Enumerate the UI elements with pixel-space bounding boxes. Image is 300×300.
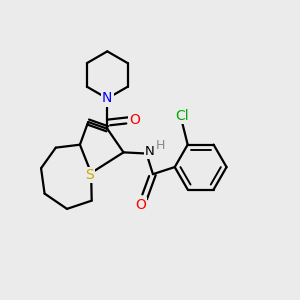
Text: N: N: [145, 145, 155, 158]
Text: N: N: [102, 92, 112, 106]
Text: O: O: [130, 113, 140, 127]
Text: S: S: [85, 168, 94, 182]
Text: O: O: [135, 198, 146, 212]
Text: Cl: Cl: [176, 109, 189, 123]
Text: H: H: [156, 139, 165, 152]
